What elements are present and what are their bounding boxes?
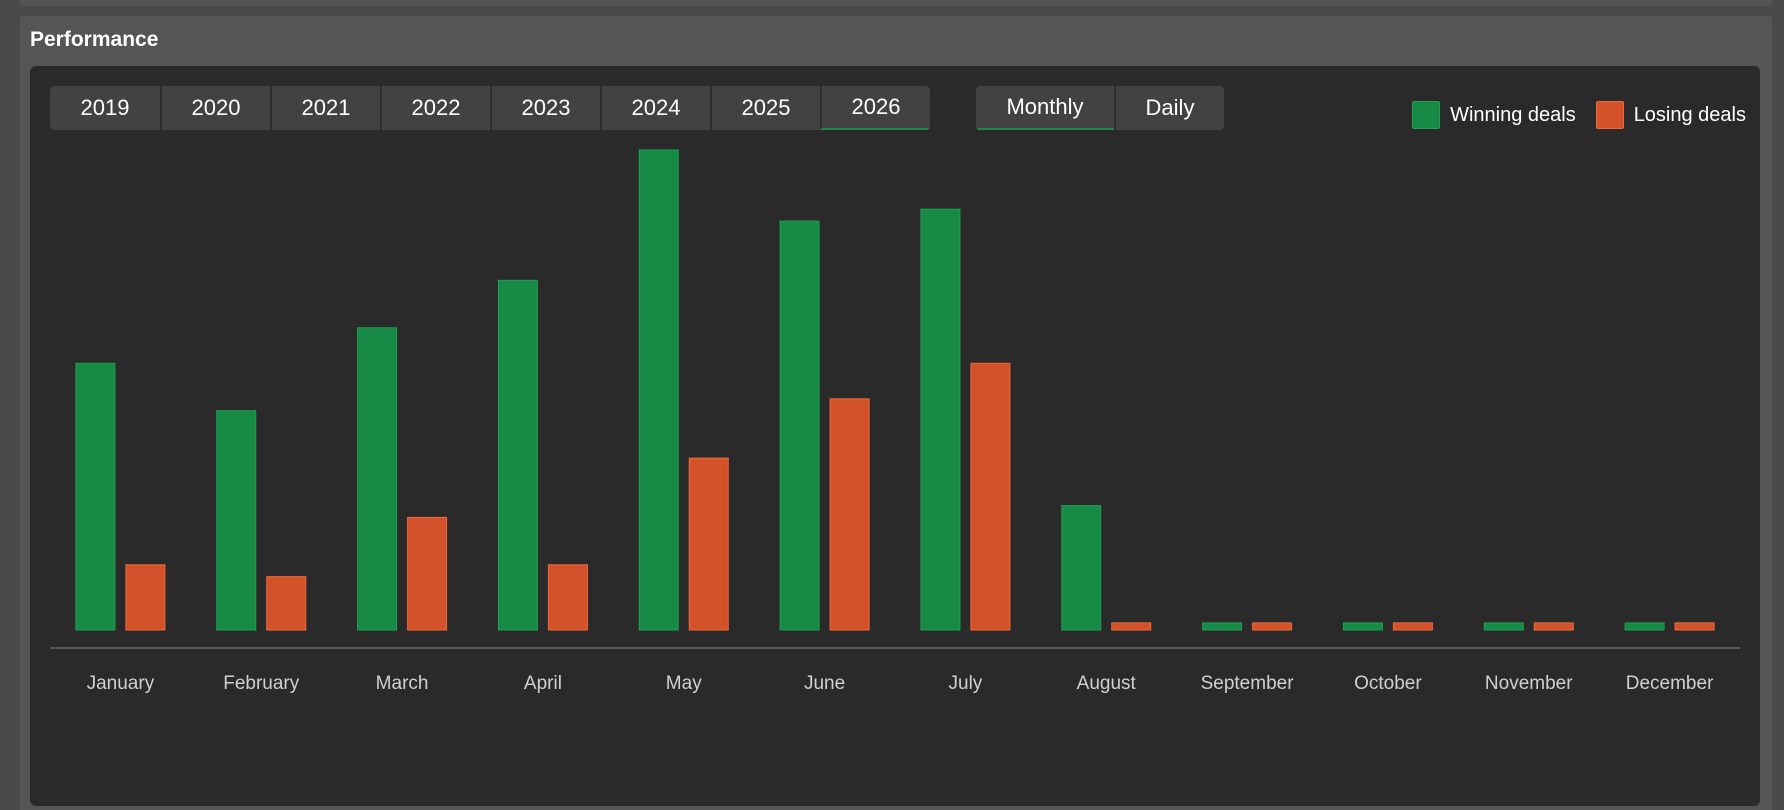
- bar-winning-august[interactable]: [1061, 505, 1102, 631]
- x-tick-label: September: [1201, 673, 1295, 694]
- year-button-2020[interactable]: 2020: [160, 86, 270, 130]
- bar-winning-june[interactable]: [779, 220, 820, 631]
- year-button-2019[interactable]: 2019: [50, 86, 160, 130]
- bar-winning-december[interactable]: [1624, 622, 1665, 631]
- chart-card: 2019 2020 2021 2022 2023 2024 2025 2026 Monthly…: [30, 66, 1760, 806]
- year-selector: 2019 2020 2021 2022 2023 2024 2025 2026: [50, 86, 930, 130]
- bar-losing-december[interactable]: [1674, 622, 1715, 631]
- bar-losing-march[interactable]: [407, 516, 448, 631]
- x-tick-label: October: [1354, 673, 1422, 694]
- x-tick-label: November: [1485, 673, 1573, 694]
- chart-legend: Winning deals Losing deals: [1392, 101, 1746, 129]
- bar-losing-november[interactable]: [1533, 622, 1574, 631]
- bar-winning-march[interactable]: [357, 327, 398, 631]
- bar-losing-may[interactable]: [688, 457, 729, 631]
- bar-losing-february[interactable]: [266, 576, 307, 631]
- x-tick-label: August: [1077, 673, 1137, 694]
- x-tick-label: March: [376, 673, 429, 694]
- bar-winning-november[interactable]: [1483, 622, 1524, 631]
- year-button-2024[interactable]: 2024: [600, 86, 710, 130]
- x-tick-label: July: [949, 673, 983, 694]
- mode-button-daily[interactable]: Daily: [1114, 86, 1224, 130]
- x-tick-label: January: [87, 673, 155, 694]
- year-button-2025[interactable]: 2025: [710, 86, 820, 130]
- x-tick-label: April: [524, 673, 562, 694]
- x-tick-label: February: [223, 673, 300, 694]
- legend-swatch-losing: [1595, 101, 1624, 129]
- x-tick-label: June: [804, 673, 845, 694]
- mode-selector: Monthly Daily: [976, 86, 1224, 130]
- x-tick-label: May: [666, 673, 702, 694]
- legend-label-losing: Losing deals: [1633, 103, 1746, 126]
- bar-losing-april[interactable]: [547, 564, 588, 631]
- bar-losing-june[interactable]: [829, 398, 870, 631]
- bar-winning-january[interactable]: [75, 362, 116, 631]
- performance-panel: Performance 2019 2020 2021 2022 2023 2024 2025…: [20, 16, 1772, 810]
- bar-losing-july[interactable]: [970, 362, 1011, 631]
- year-button-2023[interactable]: 2023: [490, 86, 600, 130]
- legend-swatch-winning: [1412, 101, 1441, 129]
- bar-winning-october[interactable]: [1342, 622, 1383, 631]
- bar-winning-may[interactable]: [638, 149, 679, 631]
- year-button-2021[interactable]: 2021: [270, 86, 380, 130]
- legend-item-winning: Winning deals: [1412, 101, 1576, 129]
- previous-panel-edge: [20, 0, 1772, 6]
- year-button-2026[interactable]: 2026: [820, 86, 930, 130]
- bar-losing-october[interactable]: [1392, 622, 1433, 631]
- bar-losing-january[interactable]: [125, 564, 166, 631]
- x-tick-label: December: [1626, 673, 1714, 694]
- bar-losing-september[interactable]: [1252, 622, 1293, 631]
- bar-winning-april[interactable]: [497, 279, 538, 631]
- year-button-2022[interactable]: 2022: [380, 86, 490, 130]
- mode-button-monthly[interactable]: Monthly: [976, 86, 1114, 130]
- bar-winning-september[interactable]: [1202, 622, 1243, 631]
- panel-title: Performance: [30, 28, 159, 51]
- legend-label-winning: Winning deals: [1450, 103, 1576, 126]
- bar-winning-july[interactable]: [920, 208, 961, 631]
- legend-item-losing: Losing deals: [1595, 101, 1746, 129]
- bar-winning-february[interactable]: [216, 410, 257, 631]
- bar-chart: January February March April May June July Augu…: [50, 149, 1740, 694]
- bar-losing-august[interactable]: [1111, 622, 1152, 631]
